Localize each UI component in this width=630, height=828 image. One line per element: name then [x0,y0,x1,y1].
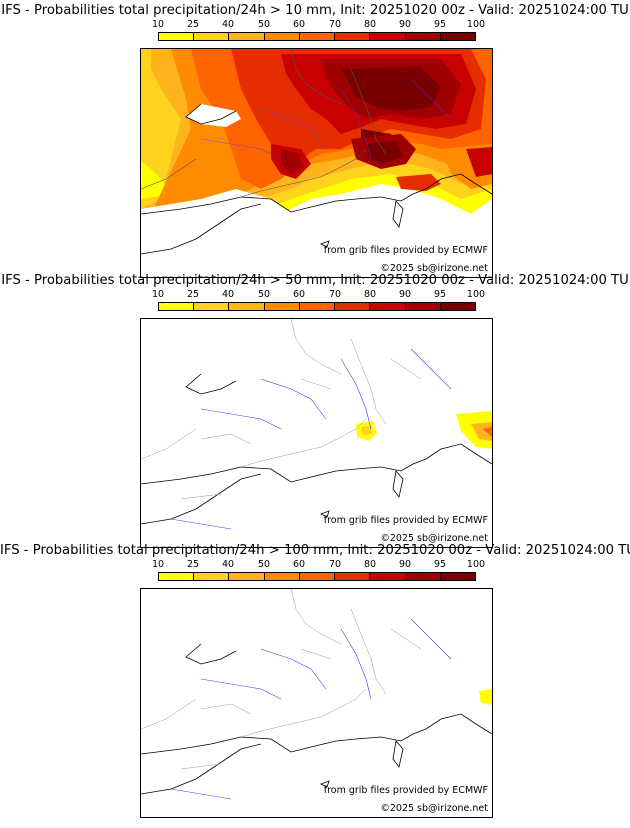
scale-swatch [440,33,475,40]
sea [141,104,461,277]
scale-tick: 100 [466,19,486,30]
rivers [170,618,452,800]
scale-tick: 50 [257,289,271,300]
panel-10mm: IFS - Probabilities total precipitation/… [0,0,630,278]
coastline [141,643,492,795]
precip-field [479,689,492,705]
scale-tick: 70 [328,289,342,300]
scale-swatch [264,573,300,580]
scale-swatch [405,33,441,40]
panel-title: IFS - Probabilities total precipitation/… [0,543,630,558]
copyright: ©2025 sb@irizone.net [380,803,488,814]
scale-tick: 40 [221,559,235,570]
map-svg [141,49,492,277]
scale-swatch [194,303,230,310]
panel-100mm: IFS - Probabilities total precipitation/… [0,540,630,818]
scale-swatch [335,303,371,310]
scale-tick: 80 [363,19,377,30]
scale-tick: 90 [398,19,412,30]
scale-tick: 70 [328,19,342,30]
scale-swatch [229,573,265,580]
scale-tick: 95 [433,289,447,300]
scale-swatch [264,33,300,40]
rivers [170,348,452,530]
panel-50mm: IFS - Probabilities total precipitation/… [0,270,630,548]
scale-tick: 60 [292,559,306,570]
coastline [141,103,492,255]
rivers [200,78,452,160]
scale-tick: 40 [221,289,235,300]
scale-tick: 25 [186,289,200,300]
source-credit: from grib files provided by ECMWF [323,785,488,796]
scale-tick: 60 [292,289,306,300]
map: from grib files provided by ECMWF ©2025 … [140,588,493,818]
scale-swatch [370,303,406,310]
scale-swatch [194,33,230,40]
scale-swatch [299,303,336,310]
borders [141,589,422,770]
panel-title: IFS - Probabilities total precipitation/… [1,3,629,18]
map: from grib files provided by ECMWF ©2025 … [140,318,493,548]
scale-swatch [405,303,441,310]
scale-tick: 95 [433,19,447,30]
scale-swatch [159,33,195,40]
scale-swatch [194,573,230,580]
scale-tick: 90 [398,559,412,570]
scale-tick: 25 [186,559,200,570]
scale-tick: 95 [433,559,447,570]
scale-swatch [159,303,195,310]
scale-tick: 100 [466,289,486,300]
scale-swatch [440,573,475,580]
map: from grib files provided by ECMWF ©2025 … [140,48,493,278]
scale-tick: 10 [151,559,165,570]
source-credit: from grib files provided by ECMWF [323,515,488,526]
scale-tick: 100 [466,559,486,570]
scale-swatch [299,33,336,40]
color-scale-bar [158,302,476,311]
copyright: ©2025 sb@irizone.net [380,533,488,544]
map-svg [141,319,492,530]
scale-tick: 80 [363,289,377,300]
color-scale-labels: 10 25 40 50 60 70 80 90 95 100 [152,289,485,300]
scale-swatch [335,573,371,580]
scale-tick: 50 [257,19,271,30]
scale-tick: 70 [328,559,342,570]
copyright: ©2025 sb@irizone.net [380,263,488,274]
scale-tick: 25 [186,19,200,30]
panel-title: IFS - Probabilities total precipitation/… [1,273,629,288]
color-scale-labels: 10 25 40 50 60 70 80 90 95 100 [152,559,485,570]
scale-swatch [299,573,336,580]
scale-swatch [264,303,300,310]
scale-tick: 80 [363,559,377,570]
scale-tick: 90 [398,289,412,300]
scale-swatch [370,33,406,40]
coastline [141,373,492,525]
scale-tick: 10 [151,289,165,300]
borders [141,49,387,198]
borders [141,319,422,500]
scale-tick: 40 [221,19,235,30]
scale-swatch [370,573,406,580]
map-svg [141,589,492,800]
scale-swatch [229,303,265,310]
scale-swatch [229,33,265,40]
scale-tick: 10 [151,19,165,30]
color-scale-bar [158,572,476,581]
scale-swatch [440,303,475,310]
color-scale-bar [158,32,476,41]
scale-swatch [335,33,371,40]
color-scale-labels: 10 25 40 50 60 70 80 90 95 100 [152,19,485,30]
scale-swatch [159,573,195,580]
scale-swatch [405,573,441,580]
precip-field [356,411,492,449]
source-credit: from grib files provided by ECMWF [323,245,488,256]
scale-tick: 50 [257,559,271,570]
scale-tick: 60 [292,19,306,30]
